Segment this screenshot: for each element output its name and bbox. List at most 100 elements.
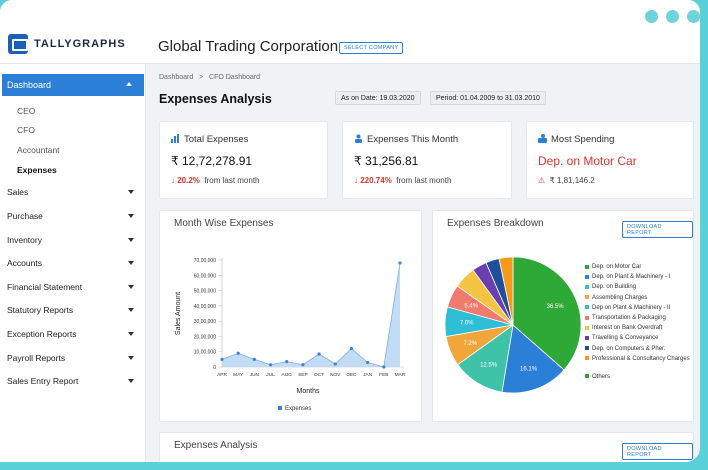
app-window: TALLYGRAPHS Global Trading Corporation S… <box>0 0 700 462</box>
legend-item[interactable]: Assembling Charges <box>585 294 692 302</box>
company-name: Global Trading Corporation <box>158 38 339 55</box>
data-point[interactable] <box>398 261 402 265</box>
sidebar-subitem-ceo[interactable]: CEO <box>17 106 36 116</box>
x-tick-label: DEC <box>346 372 357 378</box>
data-point[interactable] <box>317 352 321 356</box>
sidebar-item-payroll-reports[interactable]: Payroll Reports <box>7 353 134 363</box>
data-point[interactable] <box>349 347 354 351</box>
legend-item[interactable]: Dep. on Plant & Machinery - I <box>585 273 692 281</box>
legend-label: Others <box>592 373 611 380</box>
legend-label: Assembling Charges <box>592 294 648 301</box>
window-dot[interactable] <box>687 10 700 23</box>
chevron-down-icon <box>128 379 134 383</box>
data-point[interactable] <box>333 362 337 366</box>
sidebar-item-statutory-reports[interactable]: Statutory Reports <box>7 305 134 315</box>
data-point[interactable] <box>268 363 273 367</box>
y-tick-label: 40,00,000 <box>194 304 216 310</box>
chevron-up-icon <box>126 82 132 86</box>
sidebar-item-financial-statement[interactable]: Financial Statement <box>7 282 134 292</box>
pie-slice[interactable] <box>512 256 582 371</box>
chevron-down-icon <box>128 356 134 360</box>
sidebar-item-accounts[interactable]: Accounts <box>7 258 134 268</box>
legend-swatch <box>585 284 589 289</box>
x-tick-label: JUL <box>266 372 275 378</box>
chevron-down-icon <box>128 261 134 265</box>
data-point[interactable] <box>285 360 289 364</box>
sidebar-subitem-expenses[interactable]: Expenses <box>17 165 57 175</box>
sidebar-item-sales-entry-report[interactable]: Sales Entry Report <box>7 376 134 386</box>
data-point[interactable] <box>220 357 224 361</box>
x-tick-label: MAR <box>395 372 406 378</box>
legend-label: Dep. on Building <box>592 284 637 291</box>
x-tick-label: JUN <box>250 372 260 378</box>
change-text: from last month <box>396 176 452 185</box>
sidebar-subitem-accountant[interactable]: Accountant <box>17 145 60 155</box>
sidebar-item-label: Inventory <box>7 235 42 245</box>
legend-item[interactable]: Professional & Consultancy Charges <box>585 355 692 363</box>
legend-item[interactable]: Interest on Bank Overdraft <box>585 324 692 332</box>
download-report-button[interactable]: DOWNLOAD REPORT <box>622 221 693 238</box>
legend-item[interactable]: Travelling & Conveyance <box>585 334 692 342</box>
legend-label: Dep. on Plant & Machinery - I <box>592 274 671 281</box>
download-report-button[interactable]: DOWNLOAD REPORT <box>622 443 693 460</box>
x-tick-label: JAN <box>363 372 373 378</box>
select-company-button[interactable]: SELECT COMPANY <box>339 42 404 54</box>
stat-change: ↓ 20.2% from last month <box>171 176 260 185</box>
page-title: Expenses Analysis <box>159 92 272 106</box>
slice-label: 7.0% <box>460 321 474 327</box>
legend-label: Travelling & Conveyance <box>592 335 659 342</box>
stat-label: Total Expenses <box>184 134 249 145</box>
expenses-analysis-panel: Expenses Analysis DOWNLOAD REPORT <box>159 432 694 462</box>
sidebar-item-purchase[interactable]: Purchase <box>7 211 134 221</box>
pie-slice[interactable] <box>498 256 514 326</box>
legend-item[interactable]: Dep. on Computers & Pher. <box>585 345 692 353</box>
window-dot[interactable] <box>666 10 679 23</box>
legend-item[interactable]: Transportation & Packaging <box>585 314 692 322</box>
y-tick-label: 20,00,000 <box>194 334 216 340</box>
sidebar-item-inventory[interactable]: Inventory <box>7 235 134 245</box>
legend-swatch <box>585 295 589 300</box>
slice-label: 7.2% <box>463 341 477 347</box>
x-tick-label: FEB <box>379 372 388 378</box>
stat-label: Most Spending <box>551 134 615 145</box>
breadcrumb-home[interactable]: Dashboard <box>159 74 194 81</box>
legend-label: Interest on Bank Overdraft <box>592 325 663 332</box>
window-controls <box>645 10 700 23</box>
legend-item[interactable]: Others <box>585 373 692 381</box>
sidebar-item-exception-reports[interactable]: Exception Reports <box>7 329 134 339</box>
brand-logo[interactable]: TALLYGRAPHS <box>8 34 126 54</box>
legend-label: Transportation & Packaging <box>592 315 666 321</box>
sidebar-subitem-cfo[interactable]: CFO <box>17 125 35 135</box>
legend-item[interactable]: Dep. on Motor Car <box>585 263 692 271</box>
x-tick-label: OCT <box>314 372 324 378</box>
sidebar-item-label: Accounts <box>7 258 42 268</box>
legend-item[interactable]: Dep. on Building <box>585 283 692 291</box>
data-point[interactable] <box>252 357 256 361</box>
legend-item[interactable]: Dep on Plant & Machinery - II <box>585 304 692 312</box>
money-icon <box>538 134 547 143</box>
sidebar-item-dashboard[interactable]: Dashboard <box>2 74 144 96</box>
pie-slice[interactable] <box>501 324 565 394</box>
y-tick-label: 30,00,000 <box>194 319 216 325</box>
sidebar-item-label: Statutory Reports <box>7 305 74 315</box>
window-dot[interactable] <box>645 10 658 23</box>
monitor-icon <box>8 34 28 54</box>
data-point[interactable] <box>366 360 370 365</box>
most-spending-card: Most Spending Dep. on Motor Car ⚠ ₹ 1,81… <box>526 121 694 199</box>
x-tick-label: AUG <box>282 372 293 378</box>
as-on-date-badge: As on Date: 19.03.2020 <box>335 91 421 105</box>
sidebar-item-label: Dashboard <box>7 80 52 90</box>
slice-label: 5.4% <box>464 303 478 309</box>
period-badge: Period: 01.04.2009 to 31.03.2010 <box>430 91 546 105</box>
data-point[interactable] <box>382 365 386 369</box>
x-axis-label: Months <box>297 388 320 395</box>
sidebar-item-label: Sales Entry Report <box>7 376 79 386</box>
sidebar-item-sales[interactable]: Sales <box>7 187 134 197</box>
data-point[interactable] <box>236 351 240 355</box>
change-percent: 220.74% <box>360 176 392 185</box>
legend-label: Dep. on Motor Car <box>592 264 642 270</box>
legend-label: Professional & Consultancy Charges <box>592 355 690 362</box>
data-point[interactable] <box>301 363 305 367</box>
panel-title: Month Wise Expenses <box>174 218 274 229</box>
stat-value: ₹ 31,256.81 <box>354 154 419 168</box>
